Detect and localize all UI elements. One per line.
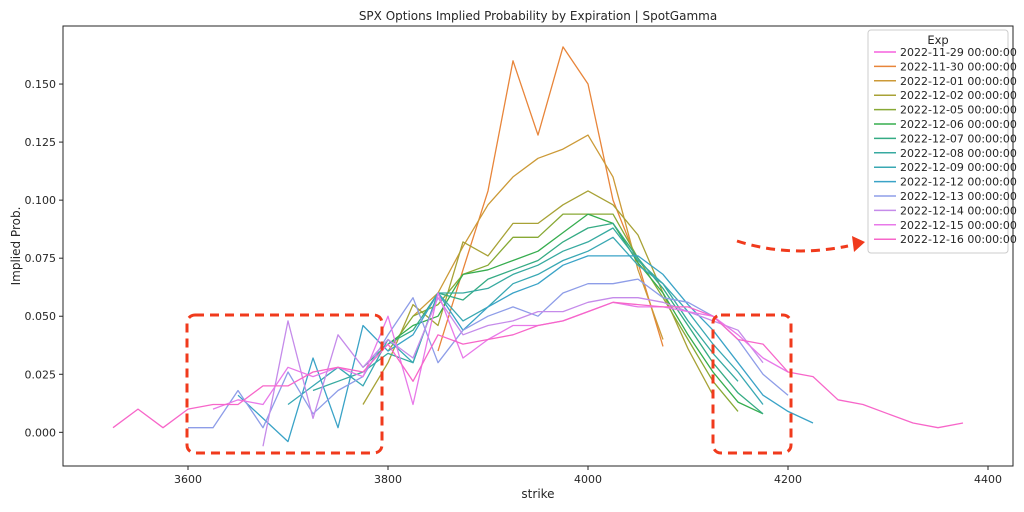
series-line-1 [437,46,664,352]
y-tick-label: 0.075 [25,252,57,265]
x-axis-label: strike [521,487,554,501]
legend-label: 2022-12-16 00:00:00 [900,233,1017,246]
legend-label: 2022-11-30 00:00:00 [900,60,1017,73]
series-line-3 [362,190,714,405]
x-tick-label: 4000 [574,473,602,486]
series-line-4 [387,213,739,412]
legend-label: 2022-12-06 00:00:00 [900,118,1017,131]
series-line-5 [387,213,764,415]
series-line-6 [362,222,764,415]
series-line-2 [412,134,664,340]
legend-label: 2022-12-02 00:00:00 [900,89,1017,102]
annotations [185,236,865,455]
y-tick-label: 0.025 [25,368,57,381]
left-dashed-box-annotation [185,313,384,455]
legend-label: 2022-12-09 00:00:00 [900,161,1017,174]
y-tick-label: 0.125 [25,136,57,149]
chart-title: SPX Options Implied Probability by Expir… [359,9,717,23]
x-tick-label: 4400 [974,473,1002,486]
legend-title: Exp [927,33,948,47]
series-line-11 [262,297,764,447]
series-lines [112,46,964,447]
x-tick-label: 3800 [374,473,402,486]
legend-label: 2022-12-15 00:00:00 [900,219,1017,232]
series-line-9 [237,255,814,443]
y-tick-label: 0.100 [25,194,57,207]
legend-label: 2022-12-12 00:00:00 [900,176,1017,189]
x-axis-ticks: 3600 3800 4000 4200 4400 [174,466,1002,486]
legend-label: 2022-12-14 00:00:00 [900,204,1017,217]
arrow-head-icon [852,236,865,252]
legend-label: 2022-12-07 00:00:00 [900,132,1017,145]
y-axis-label: Implied Prob. [9,207,23,286]
x-tick-label: 4200 [774,473,802,486]
series-line-7 [312,227,739,392]
x-tick-label: 3600 [174,473,202,486]
y-axis-ticks: 0.000 0.025 0.050 0.075 0.100 0.125 0.150 [25,78,63,439]
legend-box [867,29,1009,254]
y-tick-label: 0.000 [25,426,57,439]
legend-label: 2022-12-08 00:00:00 [900,147,1017,160]
legend-label: 2022-12-05 00:00:00 [900,104,1017,117]
y-tick-label: 0.150 [25,78,57,91]
legend-label: 2022-12-01 00:00:00 [900,75,1017,88]
legend-label: 2022-11-29 00:00:00 [900,46,1017,59]
plot-frame [62,25,1014,467]
legend-label: 2022-12-13 00:00:00 [900,190,1017,203]
series-line-13 [112,301,964,429]
series-line-10 [188,278,789,429]
y-tick-label: 0.050 [25,310,57,323]
right-dashed-box-annotation [711,313,793,455]
